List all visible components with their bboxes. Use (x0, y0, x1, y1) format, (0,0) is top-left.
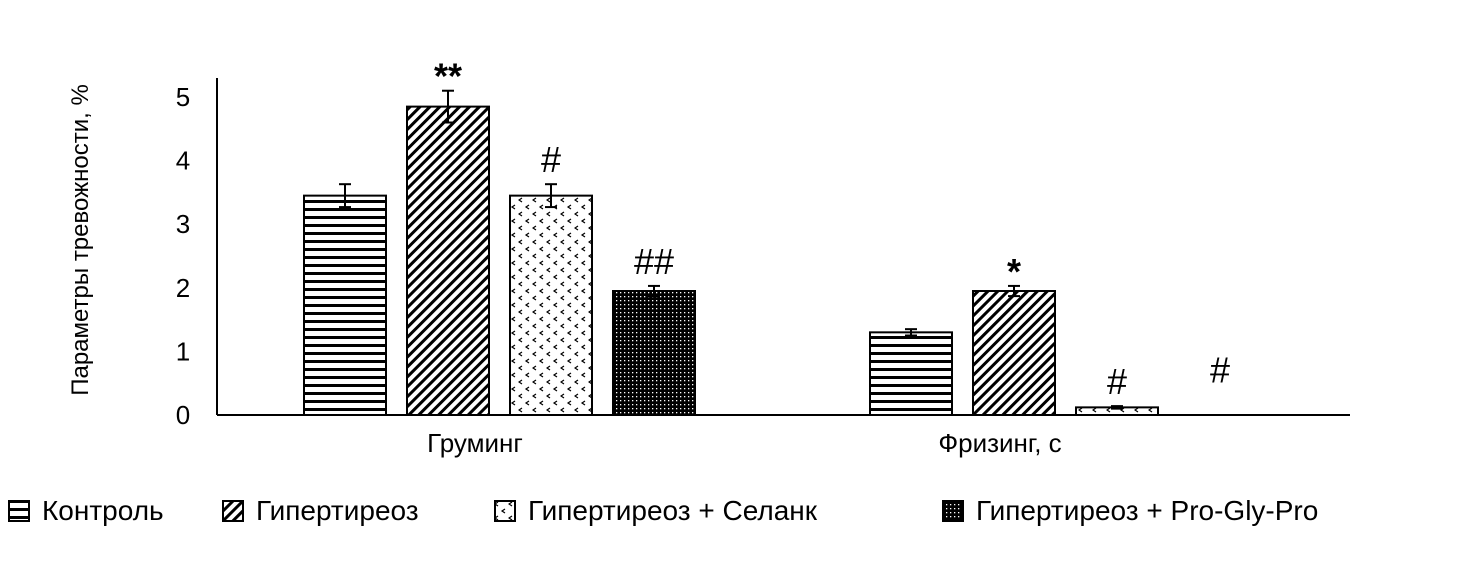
bar (406, 105, 490, 416)
legend: Контроль Гипертиреоз Гипертиреоз + Селан… (0, 495, 1474, 535)
y-axis-label: Параметры тревожности, % (67, 84, 94, 396)
significance-annotation: ** (434, 56, 462, 97)
legend-swatch-control (8, 500, 30, 522)
significance-annotation: ## (634, 241, 674, 282)
y-tick-label: 1 (176, 336, 190, 366)
bar (612, 290, 696, 416)
bar (869, 331, 953, 417)
category-label: Груминг (427, 428, 523, 458)
bar (509, 194, 593, 416)
bar (972, 290, 1056, 416)
significance-annotation: # (1107, 361, 1127, 402)
significance-annotation: * (1007, 251, 1021, 292)
y-tick-label: 0 (176, 400, 190, 430)
significance-annotation: # (541, 139, 561, 180)
legend-label: Гипертиреоз + Pro-Gly-Pro (976, 495, 1319, 526)
category-label: Фризинг, с (938, 428, 1061, 458)
legend-item-selank: Гипертиреоз + Селанк (494, 495, 817, 527)
legend-label: Гипертиреоз (256, 495, 419, 526)
y-tick-label: 3 (176, 209, 190, 239)
legend-item-control: Контроль (8, 495, 164, 527)
legend-label: Гипертиреоз + Селанк (528, 495, 818, 526)
bars: **### *# # (303, 56, 1230, 417)
legend-item-pgp: Гипертиреоз + Pro-Gly-Pro (942, 495, 1318, 527)
y-tick-label: 4 (176, 146, 190, 176)
y-tick-labels: 0 1 2 3 4 5 (176, 82, 190, 430)
y-tick-label: 5 (176, 82, 190, 112)
significance-annotation: # (1210, 349, 1230, 390)
legend-item-hyperthyroidism: Гипертиреоз (222, 495, 419, 527)
category-labels: Груминг Фризинг, с (427, 428, 1062, 458)
legend-label: Контроль (42, 495, 164, 526)
legend-swatch-selank (494, 500, 516, 522)
bar (303, 194, 387, 416)
y-tick-label: 2 (176, 273, 190, 303)
legend-swatch-pgp (942, 500, 964, 522)
legend-swatch-hyperthyroidism (222, 500, 244, 522)
